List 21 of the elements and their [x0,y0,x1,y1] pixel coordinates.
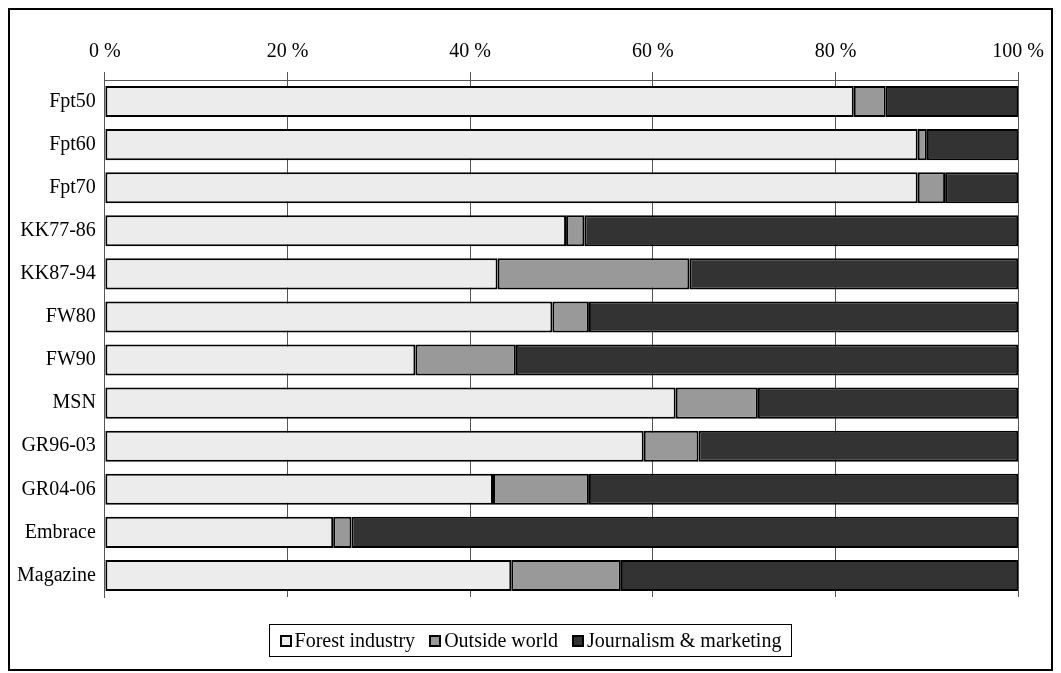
y-tick-label: FW90 [45,347,96,370]
legend-label: Journalism & marketing [587,629,782,652]
y-tick-label: Fpt70 [49,174,96,198]
x-tick-label: 80 % [814,39,857,62]
y-tick-label: FW80 [45,304,96,327]
text: Forest industry [294,629,416,652]
legend-label: Outside world [444,629,559,652]
y-tick-label: Fpt50 [49,88,96,112]
y-tick-label: KK77-86 [20,218,96,241]
y-tick-label: Fpt60 [49,131,96,155]
x-tick-label: 100 % [992,39,1045,62]
x-tick-label: 60 % [632,39,674,62]
x-tick-label: 20 % [266,39,309,62]
x-tick-label: 0 % [89,39,121,62]
y-tick-label: GR96-03 [21,433,96,456]
y-tick-label: GR04-06 [21,476,96,499]
y-tick-label: KK87-94 [20,261,96,284]
y-tick-label: MSN [52,390,96,413]
y-tick-label: Magazine [16,562,96,586]
x-tick-label: 40 % [449,39,492,62]
y-tick-label: Embrace [24,519,96,542]
